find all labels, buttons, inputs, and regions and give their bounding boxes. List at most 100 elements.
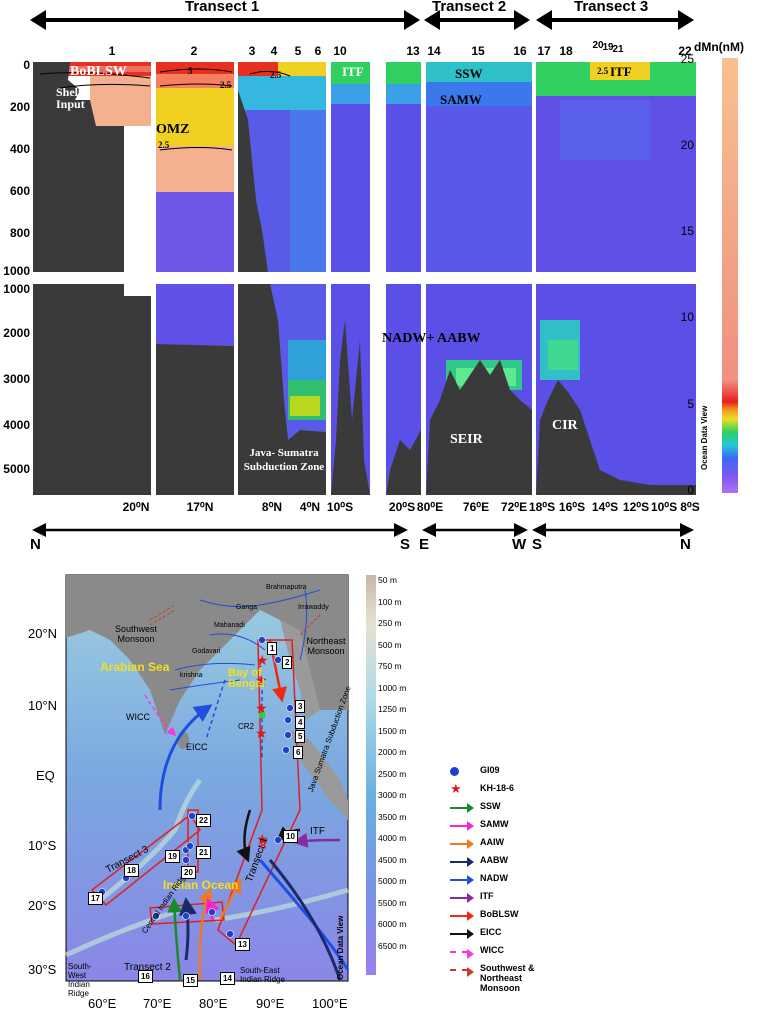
depth-legend-item: 100 m [378, 596, 402, 607]
depth-tick: 5000 [3, 462, 30, 476]
section-plot [30, 10, 738, 537]
station-box: 5 [295, 730, 306, 743]
map-lon-label: 80°E [199, 996, 228, 1011]
depth-tick: 600 [9, 184, 30, 198]
legend-label: EICC [480, 927, 502, 937]
arrow-icon [450, 839, 474, 849]
station-box: 13 [235, 938, 250, 951]
station-box: 6 [293, 746, 304, 759]
transect1-label: Transect 1 [185, 0, 260, 15]
map-lat-label: 10°S [28, 838, 57, 853]
lat-label: 8⁰S [680, 500, 700, 514]
station-label: 17 [537, 44, 551, 58]
direction-n: N [680, 536, 691, 553]
map-lon-label: 90°E [256, 996, 285, 1011]
river-label: Brahmaputra [266, 584, 307, 591]
transect2-label: Transect 2 [432, 0, 507, 15]
station-label: 3 [248, 44, 256, 58]
colorbar-tick: 20 [680, 138, 694, 152]
station-box: 14 [220, 972, 235, 985]
station-box: 4 [295, 716, 306, 729]
station-label: 15 [471, 44, 485, 58]
station-box: 17 [88, 892, 103, 905]
station-label: 5 [294, 44, 302, 58]
map-lat-label: 10°N [28, 698, 58, 713]
lat-label: 80⁰E [416, 500, 444, 514]
kh-number: 1 [258, 660, 263, 669]
map-lon-label: 70°E [143, 996, 172, 1011]
depth-tick: 1000 [3, 282, 30, 296]
odv-map-label: Ocean Data View [336, 915, 345, 980]
eicc-label: EICC [186, 742, 208, 752]
colorbar-tick: 0 [687, 483, 694, 497]
arrow-icon [450, 821, 474, 831]
circle-icon [450, 767, 459, 776]
depth-legend-item: 5000 m [378, 876, 407, 886]
depth-legend-item: 2000 m [378, 747, 407, 757]
lat-label: 10⁰S [650, 500, 678, 514]
ne-monsoon-label: Northeast Monsoon [306, 636, 346, 656]
map-lat-label: EQ [36, 768, 55, 783]
colorbar-title: dMn(nM) [694, 40, 744, 54]
colorbar-tick: 5 [687, 397, 694, 411]
itf-map-label: ITF [310, 826, 325, 837]
samw-label: SAMW [440, 92, 482, 107]
lat-label: 12⁰S [622, 500, 650, 514]
map-lon-label: 60°E [88, 996, 117, 1011]
river-label: Irrawaddy [298, 604, 329, 611]
station-box: 20 [181, 866, 196, 879]
legend-label: AAIW [480, 837, 504, 847]
lat-label: 16⁰S [558, 500, 586, 514]
contour-label: 2.5 [270, 70, 282, 80]
depth-legend-item: 3500 m [378, 811, 407, 822]
arabian-sea-label: Arabian Sea [100, 660, 170, 674]
direction-s: S [400, 536, 411, 553]
depth-tick: 1000 [3, 264, 30, 278]
station-box: 18 [124, 864, 139, 877]
arrow-icon [450, 911, 474, 921]
java-sumatra-label: Java- Sumatra Subduction Zone [243, 447, 325, 473]
station-box: 21 [196, 846, 211, 859]
depth-legend-item: 2500 m [378, 768, 407, 779]
station-label: 4 [270, 44, 278, 58]
map-lat-label: 20°N [28, 626, 58, 641]
depth-tick: 400 [9, 142, 30, 156]
cir-label: CIR [552, 418, 578, 433]
map-lat-label: 20°S [28, 898, 57, 913]
lat-label: 8⁰N [261, 500, 283, 514]
itf-label: ITF [342, 64, 364, 79]
arrow-icon [450, 803, 474, 813]
station-label: 6 [314, 44, 322, 58]
wicc-label: WICC [126, 712, 150, 722]
legend-label: BoBLSW [480, 909, 519, 919]
lat-label: 4⁰N [299, 500, 321, 514]
lat-label: 76⁰E [462, 500, 490, 514]
seir-map-label: South-East Indian Ridge [240, 966, 285, 984]
lat-label: 14⁰S [591, 500, 619, 514]
station-label: 18 [559, 44, 573, 58]
kh-number: 4 [258, 730, 263, 739]
depth-legend-item: 500 m [378, 639, 402, 650]
station-label: 2 [190, 44, 198, 58]
direction-w: W [512, 536, 527, 553]
depth-legend-item: 1000 m [378, 682, 407, 693]
seir-label: SEIR [450, 432, 483, 447]
lat-label: 17⁰N [186, 500, 214, 514]
kh-number: 3 [258, 706, 263, 715]
lat-label: 20⁰N [122, 500, 150, 514]
depth-tick: 3000 [3, 372, 30, 386]
svg-text:★: ★ [256, 833, 269, 848]
arrow-icon [450, 967, 474, 977]
station-box: 19 [165, 850, 180, 863]
depth-legend-item: 1250 m [378, 704, 407, 714]
legend-label: ITF [480, 891, 494, 901]
station-label: 1 [108, 44, 116, 58]
sw-monsoon-label: Southwest Monsoon [114, 624, 158, 644]
colorbar-tick: 10 [680, 310, 694, 324]
river-label: Ganga [236, 604, 258, 611]
station-label: 20 [592, 40, 604, 51]
colorbar-tick: 15 [680, 224, 694, 238]
lat-label: 18⁰S [528, 500, 556, 514]
direction-n: N [30, 536, 41, 553]
ssw-label: SSW [455, 66, 483, 81]
